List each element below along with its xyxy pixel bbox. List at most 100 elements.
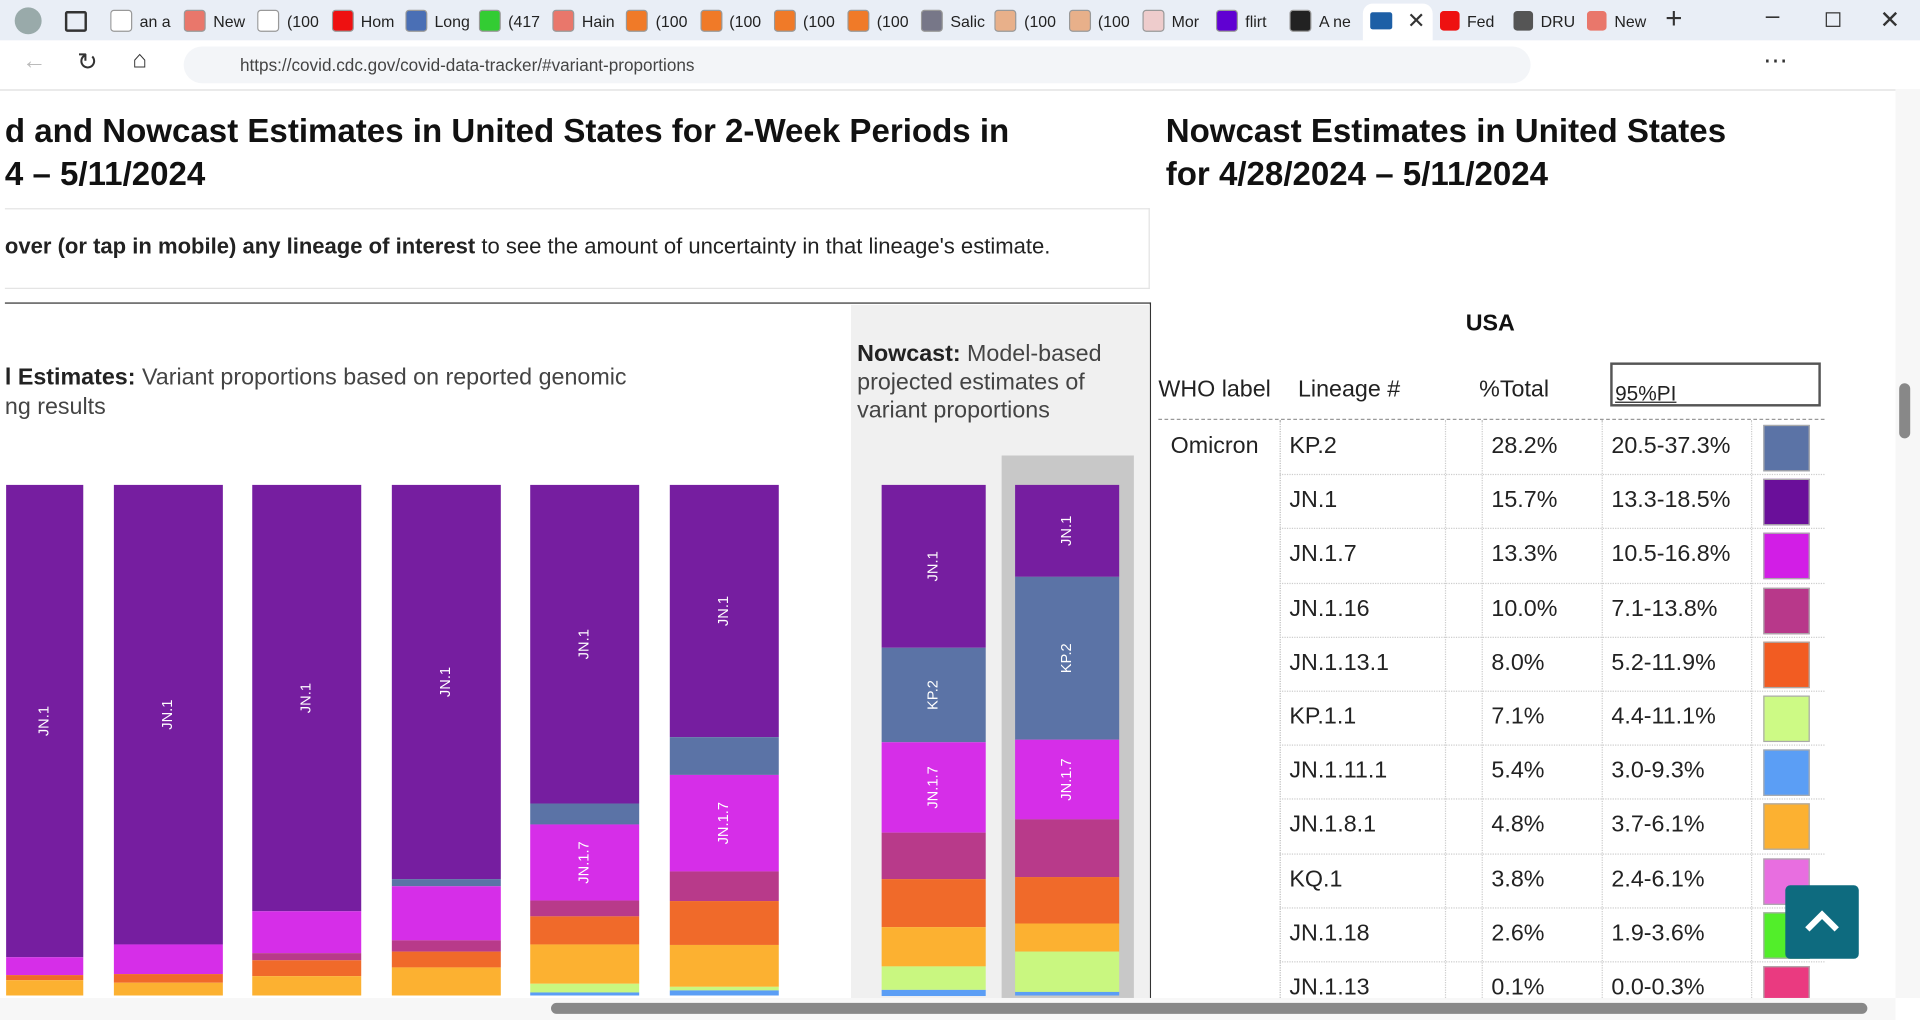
tab-icon bbox=[405, 9, 428, 32]
color-swatch bbox=[1763, 424, 1810, 472]
title-line: d and Nowcast Estimates in United States… bbox=[4, 112, 1010, 150]
bar-segment bbox=[113, 974, 223, 983]
instruction-bold: over (or tap in mobile) any lineage of i… bbox=[4, 233, 476, 259]
bar-segment bbox=[6, 980, 84, 996]
bar-segment bbox=[530, 916, 640, 945]
lineage: JN.1.13 bbox=[1289, 974, 1370, 1001]
bar-segment bbox=[669, 774, 779, 872]
lineage: JN.1 bbox=[1289, 487, 1338, 514]
nowcast-caption: Nowcast: Model-based projected estimates… bbox=[857, 340, 1133, 424]
tab[interactable]: New bbox=[183, 5, 253, 37]
bar-segment bbox=[391, 967, 501, 996]
percent-total: 28.2% bbox=[1491, 433, 1558, 460]
segment-label: JN.1 bbox=[1059, 516, 1075, 546]
bar-segment bbox=[391, 951, 501, 968]
prediction-interval: 3.0-9.3% bbox=[1611, 758, 1705, 784]
more-button[interactable]: ⋯ bbox=[1763, 47, 1788, 75]
tab[interactable]: (100 bbox=[257, 5, 327, 37]
left-title: d and Nowcast Estimates in United States… bbox=[5, 110, 1009, 196]
bar-segment bbox=[6, 957, 84, 976]
bar-segment bbox=[669, 901, 779, 945]
segment-label: JN.1.7 bbox=[716, 802, 732, 844]
bar-segment bbox=[391, 484, 501, 880]
tab-icon bbox=[773, 9, 796, 32]
row-rule bbox=[1279, 744, 1825, 746]
tab[interactable]: Hain bbox=[552, 5, 621, 37]
percent-total: 7.1% bbox=[1491, 704, 1545, 730]
segment-label: JN.1.7 bbox=[926, 766, 942, 808]
tab[interactable]: (100 bbox=[1068, 5, 1137, 37]
tab[interactable]: Mor bbox=[1142, 5, 1211, 37]
tab[interactable]: A ne bbox=[1289, 5, 1359, 37]
tab[interactable]: (417 bbox=[478, 5, 548, 37]
tab[interactable]: (100 bbox=[626, 5, 695, 37]
active-tab[interactable]: ✕ bbox=[1362, 3, 1433, 41]
tab-icon bbox=[257, 9, 280, 32]
tab[interactable]: Hom bbox=[331, 5, 400, 37]
prediction-interval: 7.1-13.8% bbox=[1611, 595, 1718, 622]
tab[interactable]: an a bbox=[110, 5, 179, 37]
vertical-scrollbar[interactable] bbox=[1895, 89, 1920, 998]
scroll-top-button[interactable] bbox=[1785, 885, 1859, 959]
bar-segment bbox=[669, 990, 779, 996]
tab-title: Fed bbox=[1466, 11, 1495, 31]
bar-segment bbox=[113, 484, 223, 945]
bar-segment bbox=[252, 960, 362, 977]
bar-segment bbox=[881, 927, 986, 967]
tab[interactable]: DRU bbox=[1513, 5, 1583, 37]
tab-bar: an a New (100 Hom Long (417 Hain (100 (100 (100 (1… bbox=[0, 0, 1920, 41]
minimize[interactable]: – bbox=[1765, 2, 1780, 30]
tab[interactable]: (100 bbox=[699, 5, 769, 37]
tab[interactable]: Fed bbox=[1440, 5, 1509, 37]
bar-segment bbox=[6, 484, 84, 958]
header-rule bbox=[1158, 418, 1825, 421]
maximize[interactable] bbox=[1825, 12, 1841, 27]
tab-actions[interactable] bbox=[64, 11, 87, 32]
back-button[interactable]: ← bbox=[22, 47, 47, 75]
profile-icon[interactable] bbox=[14, 7, 42, 35]
tab[interactable]: Long bbox=[405, 5, 474, 37]
scroll-thumb[interactable] bbox=[551, 1002, 1868, 1014]
home-button[interactable]: ⌂ bbox=[132, 46, 148, 74]
caption-line: ng results bbox=[4, 394, 106, 421]
row-rule bbox=[1279, 907, 1825, 909]
tab-title: (100 bbox=[655, 11, 688, 31]
tab[interactable]: flirt bbox=[1215, 5, 1285, 37]
new-tab-button[interactable]: + bbox=[1665, 2, 1683, 36]
tab[interactable]: Salic bbox=[921, 5, 990, 37]
tab-title: (100 bbox=[1097, 11, 1130, 31]
tab-title: Salic bbox=[950, 11, 985, 31]
tab[interactable]: (100 bbox=[773, 5, 843, 37]
tab-icon bbox=[1440, 11, 1460, 31]
segment-label: JN.1 bbox=[299, 683, 315, 713]
horizontal-scrollbar[interactable] bbox=[0, 997, 1896, 1020]
prediction-interval: 20.5-37.3% bbox=[1611, 433, 1731, 460]
reload-button[interactable]: ↻ bbox=[77, 48, 98, 76]
scroll-thumb[interactable] bbox=[1899, 383, 1911, 439]
tab[interactable]: New bbox=[1587, 5, 1656, 37]
address-bar[interactable]: https://covid.cdc.gov/covid-data-tracker… bbox=[183, 46, 1531, 84]
bar-segment bbox=[1015, 819, 1120, 878]
close-tab[interactable]: ✕ bbox=[1406, 8, 1426, 34]
tab[interactable]: (100 bbox=[847, 5, 916, 37]
bar-segment bbox=[1015, 484, 1120, 577]
tab[interactable]: (100 bbox=[994, 5, 1064, 37]
bar-segment bbox=[669, 986, 779, 991]
tab-title: (100 bbox=[803, 11, 835, 31]
segment-label: KP.2 bbox=[926, 680, 942, 710]
segment-label: JN.1.7 bbox=[1059, 758, 1075, 800]
lineage: JN.1.7 bbox=[1289, 541, 1357, 568]
tab-title: an a bbox=[139, 11, 171, 31]
tab-icon bbox=[994, 9, 1017, 32]
tab-icon bbox=[1142, 9, 1165, 32]
column-header: %Total bbox=[1479, 377, 1550, 403]
bar-segment bbox=[881, 989, 986, 997]
tab-icon bbox=[1513, 11, 1534, 31]
close-window[interactable]: ✕ bbox=[1879, 7, 1901, 35]
percent-total: 13.3% bbox=[1491, 541, 1558, 568]
region-label: USA bbox=[1465, 311, 1515, 337]
bar-segment bbox=[530, 900, 640, 917]
row-rule bbox=[1279, 582, 1825, 584]
